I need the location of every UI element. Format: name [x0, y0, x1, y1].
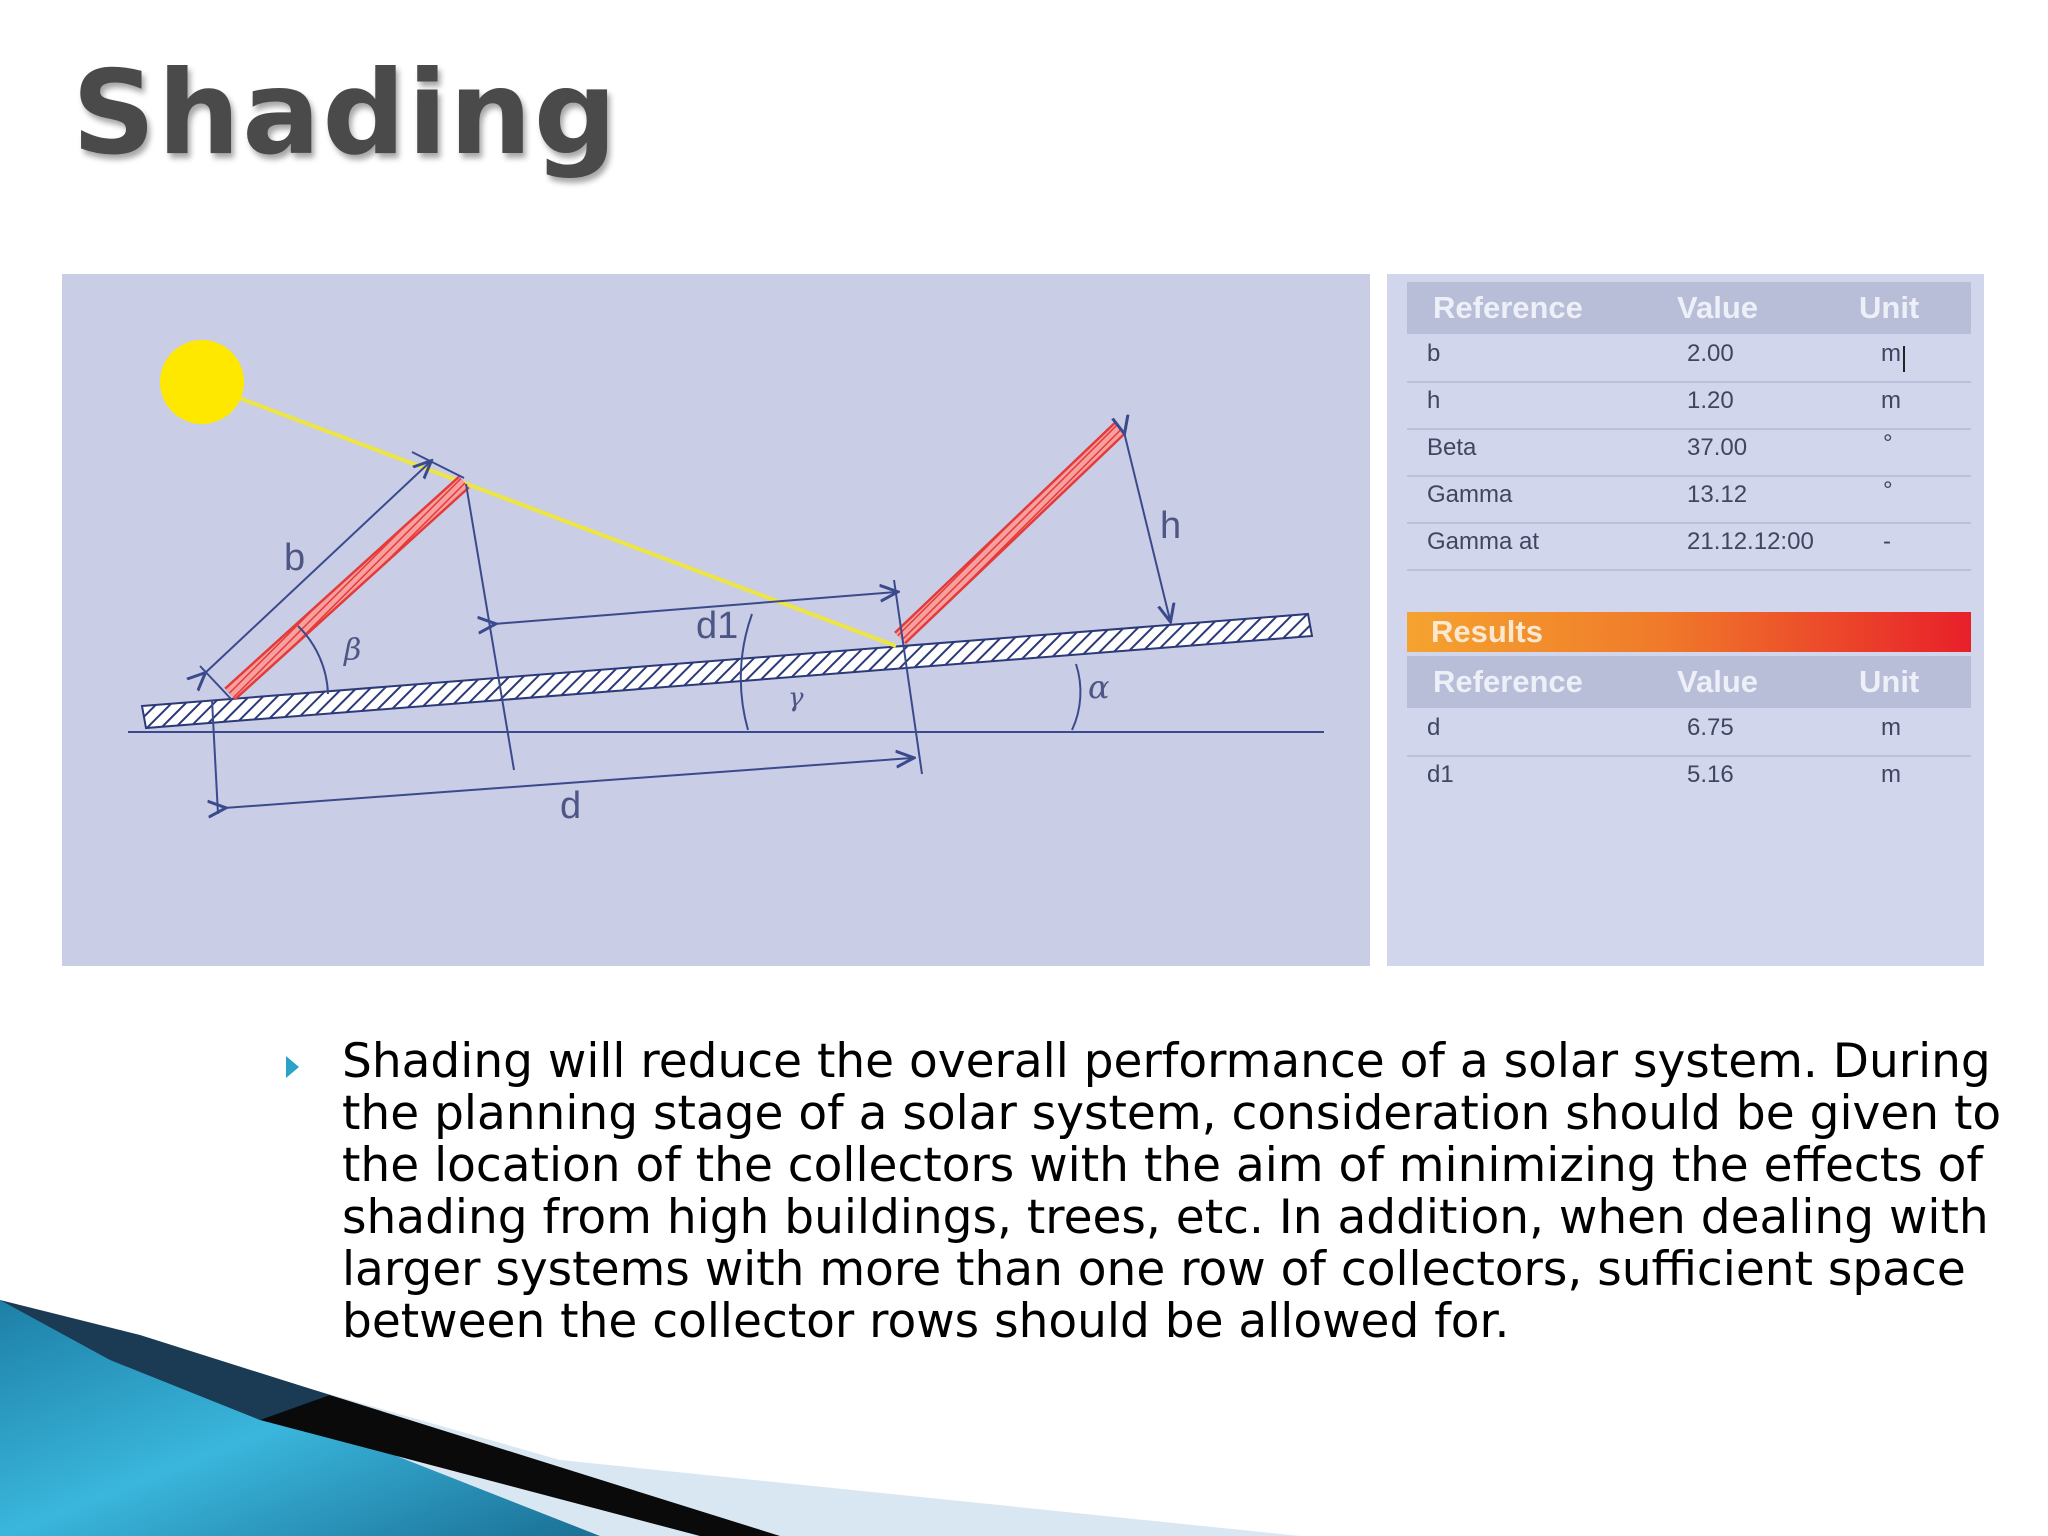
table-row: Gamma at 21.12.12:00 - [1407, 522, 1971, 571]
dimension-d [224, 758, 912, 808]
row-unit: - [1883, 528, 1891, 555]
shading-diagram: b β d1 γ α h d [62, 274, 1370, 966]
row-value: 5.16 [1687, 761, 1734, 788]
sun-icon [160, 340, 244, 424]
reference-table-header: Reference Value Unit [1407, 282, 1971, 334]
label-d1: d1 [696, 605, 738, 647]
results-table-header: Reference Value Unit [1407, 656, 1971, 708]
row-reference: b [1427, 340, 1441, 367]
row-value[interactable]: 2.00 [1687, 340, 1734, 367]
row-reference: d1 [1427, 761, 1454, 788]
table-row: b 2.00 m [1407, 334, 1971, 383]
row-value[interactable]: 13.12 [1687, 481, 1748, 508]
beta-arc [297, 625, 329, 695]
gamma-arc [739, 613, 753, 731]
row-value: 6.75 [1687, 714, 1734, 741]
table-row: Beta 37.00 ° [1407, 428, 1971, 477]
sloped-ground [140, 612, 1314, 730]
text-cursor [1903, 346, 1905, 372]
row-unit: m [1881, 340, 1905, 372]
header-reference: Reference [1433, 664, 1583, 699]
dimension-b [204, 462, 430, 674]
calculation-panel: Reference Value Unit b 2.00 m h 1.20 m B… [1387, 274, 1984, 966]
row-reference: d [1427, 714, 1441, 741]
header-value: Value [1677, 664, 1758, 699]
label-b: b [284, 537, 305, 579]
bullet-arrow-icon [286, 1056, 299, 1078]
results-title: Results [1431, 614, 1543, 649]
alpha-arc [1071, 663, 1082, 731]
row-reference: Beta [1427, 434, 1477, 461]
row-unit: m [1881, 387, 1901, 414]
dimension-d1 [494, 592, 896, 624]
row-value[interactable]: 21.12.12:00 [1687, 528, 1814, 555]
row-reference: Gamma [1427, 481, 1513, 508]
header-reference: Reference [1433, 290, 1583, 325]
row-unit: m [1881, 761, 1901, 788]
sun-ray [201, 382, 897, 648]
label-beta: β [343, 633, 361, 668]
body-paragraph: Shading will reduce the overall performa… [342, 1034, 2002, 1349]
row-reference: Gamma at [1427, 528, 1540, 555]
table-row: Gamma 13.12 ° [1407, 475, 1971, 524]
collector-right-fill [895, 423, 1125, 643]
row-unit: ° [1883, 430, 1893, 457]
label-gamma: γ [788, 683, 804, 713]
table-row: d1 5.16 m [1407, 755, 1971, 802]
header-unit: Unit [1859, 290, 1920, 325]
table-row: d 6.75 m [1407, 708, 1971, 757]
table-row: h 1.20 m [1407, 381, 1971, 430]
header-unit: Unit [1859, 664, 1920, 699]
row-unit: ° [1883, 477, 1893, 504]
results-header: Results [1407, 612, 1971, 652]
row-value[interactable]: 1.20 [1687, 387, 1734, 414]
label-alpha: α [1088, 668, 1110, 706]
page-title: Shading [72, 46, 619, 181]
dimension-h [1124, 432, 1170, 620]
header-value: Value [1677, 290, 1758, 325]
label-h: h [1160, 505, 1181, 547]
label-d: d [560, 785, 581, 827]
row-value[interactable]: 37.00 [1687, 434, 1748, 461]
row-reference: h [1427, 387, 1441, 414]
row-unit: m [1881, 714, 1901, 741]
